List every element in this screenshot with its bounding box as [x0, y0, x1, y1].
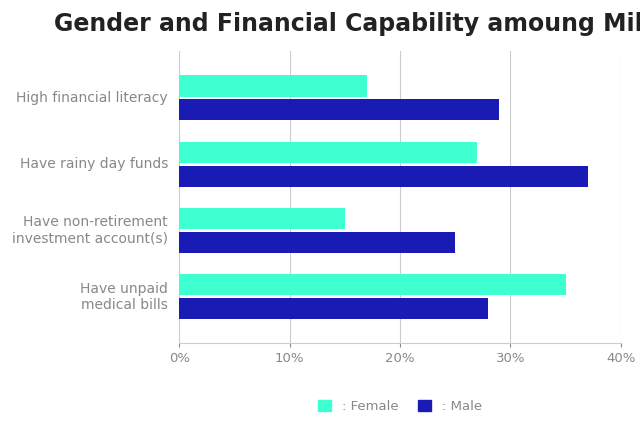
Bar	[179, 166, 588, 187]
Title: Gender and Financial Capability amoung Millennials: Gender and Financial Capability amoung M…	[54, 12, 640, 36]
Bar	[179, 298, 488, 319]
Bar	[179, 142, 477, 163]
Bar	[179, 274, 566, 296]
Legend: : Female, : Male: : Female, : Male	[313, 394, 487, 418]
Bar	[179, 99, 499, 121]
Bar	[179, 76, 367, 97]
Bar	[179, 232, 455, 253]
Bar	[179, 208, 345, 229]
